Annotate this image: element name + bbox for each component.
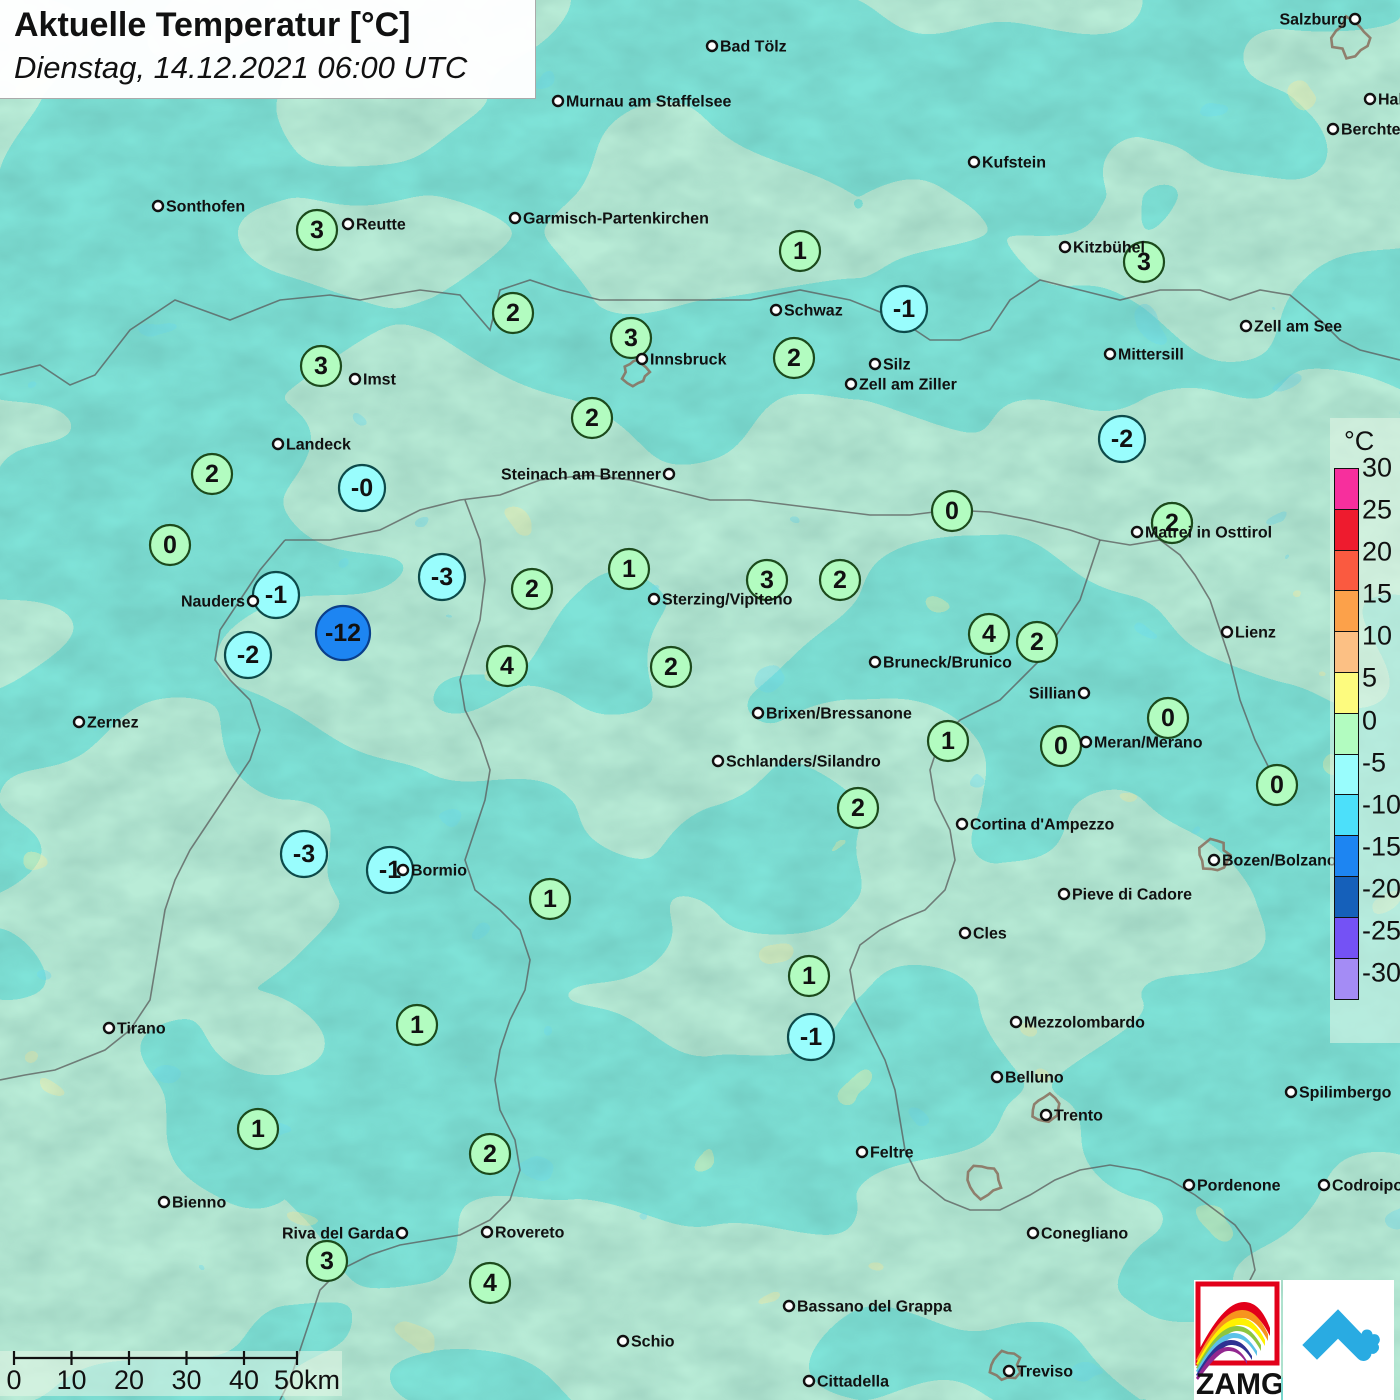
svg-text:Cortina d'Ampezzo: Cortina d'Ampezzo (970, 817, 1114, 834)
svg-text:Matrei in Osttirol: Matrei in Osttirol (1145, 525, 1272, 542)
svg-text:Trento: Trento (1054, 1108, 1103, 1125)
svg-text:Schio: Schio (631, 1334, 675, 1351)
svg-text:Brixen/Bressanone: Brixen/Bressanone (766, 706, 912, 723)
svg-text:Bormio: Bormio (411, 863, 467, 880)
svg-text:Hallein: Hallein (1378, 92, 1400, 109)
svg-text:Bassano del Grappa: Bassano del Grappa (797, 1299, 952, 1316)
svg-text:Imst: Imst (363, 372, 397, 389)
svg-text:Feltre: Feltre (870, 1145, 914, 1162)
svg-text:Meran/Merano: Meran/Merano (1094, 735, 1203, 752)
svg-text:Mittersill: Mittersill (1118, 347, 1184, 364)
svg-text:Bad Tölz: Bad Tölz (720, 39, 787, 56)
svg-text:ZAMG: ZAMG (1196, 1368, 1281, 1400)
svg-text:Bozen/Bolzano: Bozen/Bolzano (1222, 853, 1337, 870)
svg-text:Riva del Garda: Riva del Garda (282, 1226, 394, 1243)
svg-text:Zernez: Zernez (87, 715, 139, 732)
svg-text:Lienz: Lienz (1235, 625, 1276, 642)
svg-text:Silz: Silz (883, 357, 911, 374)
svg-text:Kufstein: Kufstein (982, 155, 1046, 172)
svg-text:Cles: Cles (973, 926, 1007, 943)
svg-text:Zell am See: Zell am See (1254, 319, 1342, 336)
svg-text:Tirano: Tirano (117, 1021, 166, 1038)
svg-text:Mezzolombardo: Mezzolombardo (1024, 1015, 1145, 1032)
svg-text:Nauders: Nauders (181, 594, 245, 611)
svg-text:Murnau am Staffelsee: Murnau am Staffelsee (566, 94, 731, 111)
svg-text:Innsbruck: Innsbruck (650, 352, 727, 369)
svg-text:Salzburg: Salzburg (1279, 12, 1347, 29)
svg-text:Cittadella: Cittadella (817, 1374, 889, 1391)
svg-text:Garmisch-Partenkirchen: Garmisch-Partenkirchen (523, 211, 709, 228)
svg-text:Landeck: Landeck (286, 437, 351, 454)
svg-text:Reutte: Reutte (356, 217, 406, 234)
svg-text:Zell am Ziller: Zell am Ziller (859, 377, 957, 394)
svg-text:Schwaz: Schwaz (784, 303, 843, 320)
svg-text:Sterzing/Vipiteno: Sterzing/Vipiteno (662, 592, 793, 609)
svg-text:Bienno: Bienno (172, 1195, 226, 1212)
svg-text:Schlanders/Silandro: Schlanders/Silandro (726, 754, 881, 771)
svg-text:Codroipo: Codroipo (1332, 1178, 1400, 1195)
svg-text:Conegliano: Conegliano (1041, 1226, 1128, 1243)
svg-text:Berchtesgaden: Berchtesgaden (1341, 122, 1400, 139)
svg-text:Kitzbühel: Kitzbühel (1073, 240, 1145, 257)
svg-text:Belluno: Belluno (1005, 1070, 1064, 1087)
svg-text:Spilimbergo: Spilimbergo (1299, 1085, 1392, 1102)
svg-text:Steinach am Brenner: Steinach am Brenner (501, 467, 661, 484)
svg-text:Treviso: Treviso (1017, 1364, 1073, 1381)
svg-text:Pordenone: Pordenone (1197, 1178, 1281, 1195)
svg-text:Bruneck/Brunico: Bruneck/Brunico (883, 655, 1012, 672)
svg-text:Sonthofen: Sonthofen (166, 199, 245, 216)
svg-text:Rovereto: Rovereto (495, 1225, 565, 1242)
svg-text:Sillian: Sillian (1029, 686, 1076, 703)
svg-text:Pieve di Cadore: Pieve di Cadore (1072, 887, 1192, 904)
